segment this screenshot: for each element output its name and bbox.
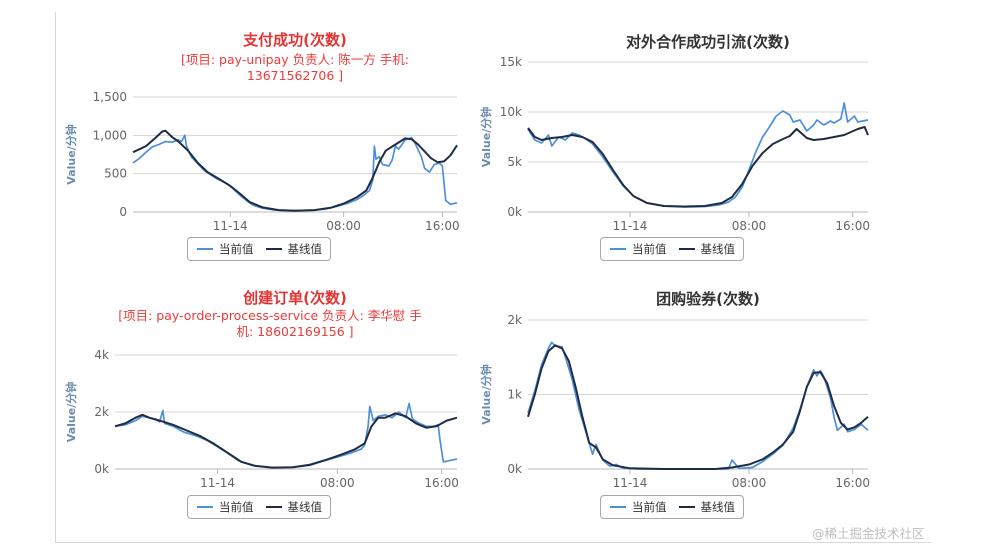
series-line-current <box>527 102 869 208</box>
x-tick-label: 16:00 <box>835 476 870 490</box>
x-tick-label: 08:00 <box>732 219 767 233</box>
legend-item-current[interactable]: 当前值 <box>197 499 254 515</box>
series-line-baseline <box>114 412 458 469</box>
watermark-text: @稀土掘金技术社区 <box>812 526 925 541</box>
y-axis-title: Value/分钟 <box>64 382 78 442</box>
legend-label-baseline: 基线值 <box>700 242 736 256</box>
legend-label-baseline: 基线值 <box>700 500 736 514</box>
series-line-baseline <box>132 129 458 212</box>
y-tick-label: 0k <box>507 462 522 476</box>
y-tick-label: 0k <box>94 462 109 476</box>
chart-panel-partner-traffic: 对外合作成功引流(次数) 15k 10k 5k 0k Value/分钟 11-14 08:0… <box>478 24 898 274</box>
legend-label-current: 当前值 <box>632 242 667 256</box>
chart-svg: 4k 2k 0k Value/分钟 11-14 08:00 16:00 <box>64 348 459 490</box>
y-tick-label: 2k <box>507 313 522 327</box>
y-axis-title: Value/分钟 <box>64 124 78 184</box>
legend-item-current[interactable]: 当前值 <box>610 241 667 257</box>
x-tick-label: 11-14 <box>213 219 248 233</box>
chart-panel-group-voucher: 团购验券(次数) 2k 1k 0k Value/分钟 11-14 08:00 16:00 当… <box>478 280 898 530</box>
legend-item-current[interactable]: 当前值 <box>610 499 667 515</box>
dashboard-frame <box>55 12 931 543</box>
legend-swatch-current <box>610 248 626 250</box>
legend-label-baseline: 基线值 <box>287 242 323 256</box>
legend-swatch-baseline <box>678 248 695 250</box>
x-tick-label: 11-14 <box>200 476 235 490</box>
chart-title: 团购验券(次数) <box>656 290 760 308</box>
chart-panel-create-order: 创建订单(次数) [项目: pay-order-process-service … <box>64 280 465 530</box>
x-tick-label: 16:00 <box>424 476 459 490</box>
x-tick-label: 08:00 <box>320 476 355 490</box>
legend-swatch-current <box>197 506 213 508</box>
chart-svg: 2k 1k 0k Value/分钟 11-14 08:00 16:00 <box>479 313 870 490</box>
x-tick-label: 08:00 <box>732 476 767 490</box>
chart-title: 支付成功(次数) <box>243 31 347 49</box>
series-line-baseline <box>527 344 869 470</box>
y-tick-label: 2k <box>94 405 109 419</box>
y-tick-label: 0k <box>507 205 522 219</box>
chart-panel-pay-success: 支付成功(次数) [项目: pay-unipay 负责人: 陈一方 手机: 13… <box>64 24 465 274</box>
chart-svg: 1,500 1,000 500 0 Value/分钟 11-14 08:00 16:00 <box>64 90 460 233</box>
x-tick-label: 16:00 <box>835 219 870 233</box>
y-tick-label: 1,000 <box>93 128 127 142</box>
y-tick-label: 15k <box>500 55 522 69</box>
chart-subtitle-line2: 13671562706 ] <box>246 68 344 83</box>
legend-item-baseline[interactable]: 基线值 <box>265 241 323 257</box>
chart-svg: 15k 10k 5k 0k Value/分钟 11-14 08:00 16:00 <box>479 55 870 233</box>
x-tick-label: 16:00 <box>425 219 460 233</box>
x-tick-label: 08:00 <box>326 219 361 233</box>
x-tick-label: 11-14 <box>613 219 648 233</box>
series-line-current <box>114 402 458 469</box>
x-tick-label: 11-14 <box>613 476 648 490</box>
chart-subtitle-line2: 机: 18602169156 ] <box>236 324 354 339</box>
legend-label-current: 当前值 <box>219 242 254 256</box>
legend-label-current: 当前值 <box>219 500 254 514</box>
legend-swatch-current <box>197 248 213 250</box>
chart-legend: 当前值 基线值 <box>600 495 744 519</box>
y-tick-label: 4k <box>94 348 109 362</box>
chart-subtitle: [项目: pay-order-process-service 负责人: 李华慰 … <box>118 308 422 323</box>
legend-item-current[interactable]: 当前值 <box>197 241 254 257</box>
y-tick-label: 500 <box>104 167 127 181</box>
y-axis-title: Value/分钟 <box>479 107 493 167</box>
legend-swatch-baseline <box>678 506 695 508</box>
chart-title: 对外合作成功引流(次数) <box>626 33 790 51</box>
series-line-baseline <box>527 126 869 208</box>
legend-label-baseline: 基线值 <box>287 500 323 514</box>
chart-legend: 当前值 基线值 <box>187 237 331 261</box>
legend-swatch-current <box>610 506 626 508</box>
y-axis-title: Value/分钟 <box>479 364 493 424</box>
y-tick-label: 5k <box>507 155 522 169</box>
chart-legend: 当前值 基线值 <box>187 495 331 519</box>
legend-item-baseline[interactable]: 基线值 <box>678 499 736 515</box>
y-tick-label: 10k <box>500 105 522 119</box>
legend-swatch-baseline <box>265 506 282 508</box>
y-tick-label: 1k <box>507 388 522 402</box>
legend-swatch-baseline <box>265 248 282 250</box>
legend-item-baseline[interactable]: 基线值 <box>265 499 323 515</box>
chart-title: 创建订单(次数) <box>243 289 347 307</box>
legend-label-current: 当前值 <box>632 500 667 514</box>
y-tick-label: 1,500 <box>93 90 127 104</box>
y-tick-label: 0 <box>119 205 127 219</box>
chart-legend: 当前值 基线值 <box>600 237 744 261</box>
chart-subtitle: [项目: pay-unipay 负责人: 陈一方 手机: <box>181 52 409 67</box>
legend-item-baseline[interactable]: 基线值 <box>678 241 736 257</box>
series-line-current <box>132 134 458 212</box>
